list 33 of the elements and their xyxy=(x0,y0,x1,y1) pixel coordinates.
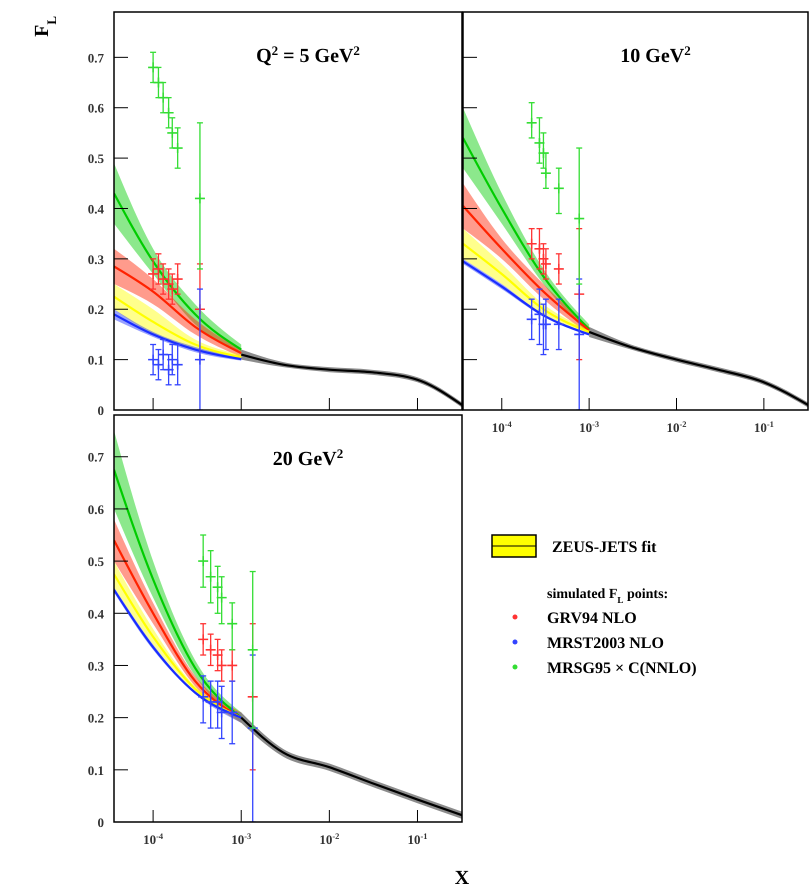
x-tick-label: 10$^{-2}$ xyxy=(319,831,340,847)
x-tick-label: 10$^{-3}$ xyxy=(579,419,600,435)
legend-label: GRV94 NLO xyxy=(547,610,637,627)
x-tick-label: 10$^{-3}$ xyxy=(231,831,252,847)
legend-title: simulated F$_{L}$ points: xyxy=(547,587,668,605)
y-tick-label: 0.3 xyxy=(88,658,104,674)
y-tick-label: 0.6 xyxy=(88,100,104,116)
y-tick-label: 0.2 xyxy=(88,302,104,318)
y-tick-label: 0.6 xyxy=(88,502,104,517)
y-tick-label: 0.1 xyxy=(88,762,104,778)
x-tick-label: 10$^{-1}$ xyxy=(754,419,774,435)
y-tick-label: 0.5 xyxy=(88,554,104,570)
y-tick-label: 0.2 xyxy=(88,710,104,726)
y-tick-label: 0.7 xyxy=(88,450,104,465)
x-axis-title: X xyxy=(454,867,470,889)
text: 10 GeV$^{2}$ xyxy=(620,42,691,67)
y-tick-label: 0.3 xyxy=(88,252,104,267)
text: 20 GeV$^{2}$ xyxy=(272,446,344,470)
x-tick-label: 10$^{-4}$ xyxy=(143,831,164,847)
y-tick-label: 0.4 xyxy=(88,606,104,622)
text: Q$^{2}$ = 5 GeV$^{2}$ xyxy=(256,42,360,67)
y-tick-label: 0.7 xyxy=(88,50,104,66)
y-tick-label: 0.5 xyxy=(88,151,104,166)
x-tick-label: 10$^{-2}$ xyxy=(666,419,687,435)
legend-label: MRST2003 NLO xyxy=(547,635,664,652)
y-tick-label: 0 xyxy=(98,403,104,418)
y-tick-label: 0.1 xyxy=(88,352,104,368)
legend-label: MRSG95 × C(NNLO) xyxy=(547,660,697,677)
y-tick-label: 0 xyxy=(98,815,104,830)
x-tick-label: 10$^{-1}$ xyxy=(407,831,428,847)
legend-label: ZEUS-JETS fit xyxy=(552,539,658,556)
x-tick-label: 10$^{-4}$ xyxy=(492,419,513,435)
y-tick-label: 0.4 xyxy=(88,201,104,216)
